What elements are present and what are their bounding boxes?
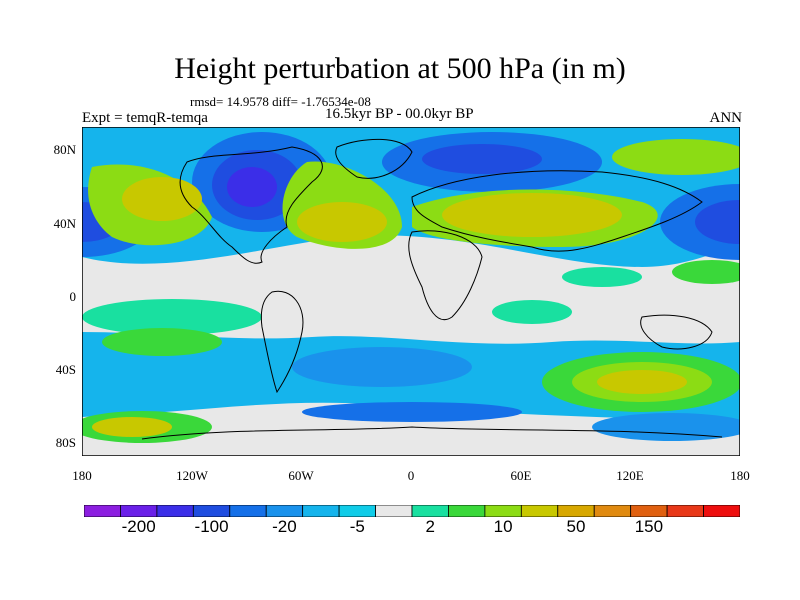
colorbar-tick-label: -100 xyxy=(194,517,229,536)
colorbar-swatch xyxy=(630,505,668,517)
lat-label-0: 0 xyxy=(69,289,77,304)
field-south-atlantic xyxy=(292,347,472,387)
lat-label-40n: 40N xyxy=(53,216,76,231)
outline-australia xyxy=(640,314,713,350)
map-field xyxy=(82,127,740,456)
lon-label-0: 0 xyxy=(407,468,415,483)
colorbar-tick-label: 10 xyxy=(493,517,513,536)
colorbar xyxy=(84,505,740,517)
field-high-arctic xyxy=(612,139,740,175)
colorbar-swatch xyxy=(156,505,194,517)
outline-antarctica xyxy=(141,426,723,440)
outline-greenland xyxy=(335,138,413,179)
colorbar-tick-label: -20 xyxy=(272,517,297,536)
field-south-pacific-green xyxy=(82,299,262,335)
lon-label-60e: 60E xyxy=(510,468,532,483)
field-neutral-antarctic xyxy=(82,402,740,456)
plot-title: Height perturbation at 500 hPa (in m) xyxy=(174,52,626,85)
experiment-label: Expt = temqR-temqa xyxy=(82,110,208,126)
colorbar-swatch xyxy=(484,505,522,517)
colorbar-swatch xyxy=(120,505,158,517)
lon-label-180e: 180 xyxy=(730,468,750,483)
colorbar-swatch xyxy=(338,505,376,517)
lon-label-120e: 120E xyxy=(616,468,644,483)
colorbar-swatch xyxy=(265,505,304,517)
colorbar-swatch xyxy=(557,505,595,517)
lon-label-120w: 120W xyxy=(176,468,208,483)
stats-label: rmsd= 14.9578 diff= -1.76534e-08 xyxy=(190,94,371,109)
field-tropics-green xyxy=(562,267,642,287)
lat-label-40s: 40S xyxy=(55,362,76,377)
colorbar-swatch xyxy=(666,505,704,517)
period-label: 16.5kyr BP - 00.0kyr BP xyxy=(325,106,474,122)
colorbar-tick-label: -5 xyxy=(349,517,365,536)
colorbar-swatch xyxy=(84,505,121,517)
height-perturbation-map xyxy=(82,127,740,456)
colorbar-swatch xyxy=(593,505,632,517)
colorbar-swatch xyxy=(229,505,267,517)
lon-label-180w: 180 xyxy=(72,468,92,483)
lat-label-80s: 80S xyxy=(55,435,76,450)
colorbar-tick-label: 150 xyxy=(634,517,664,536)
colorbar-swatch xyxy=(703,505,740,517)
colorbar-swatch xyxy=(192,505,231,517)
outline-africa xyxy=(408,230,483,320)
colorbar-tick-label: -200 xyxy=(121,517,156,536)
colorbar-swatch xyxy=(520,505,559,517)
coastlines xyxy=(141,138,723,440)
lon-label-60w: 60W xyxy=(288,468,314,483)
colorbar-swatch xyxy=(448,505,486,517)
colorbar-swatch xyxy=(302,505,340,517)
season-label: ANN xyxy=(709,110,743,126)
colorbar-swatch xyxy=(375,505,413,517)
lat-label-80n: 80N xyxy=(53,142,76,157)
outline-north-america xyxy=(179,146,323,264)
outline-eurasia xyxy=(411,170,703,252)
outline-south-america xyxy=(260,290,304,394)
colorbar-tick-label: 2 xyxy=(425,517,435,536)
field-low-southern-ocean xyxy=(302,402,522,422)
colorbar-tick-label: 50 xyxy=(566,517,586,536)
colorbar-swatch xyxy=(411,505,449,517)
